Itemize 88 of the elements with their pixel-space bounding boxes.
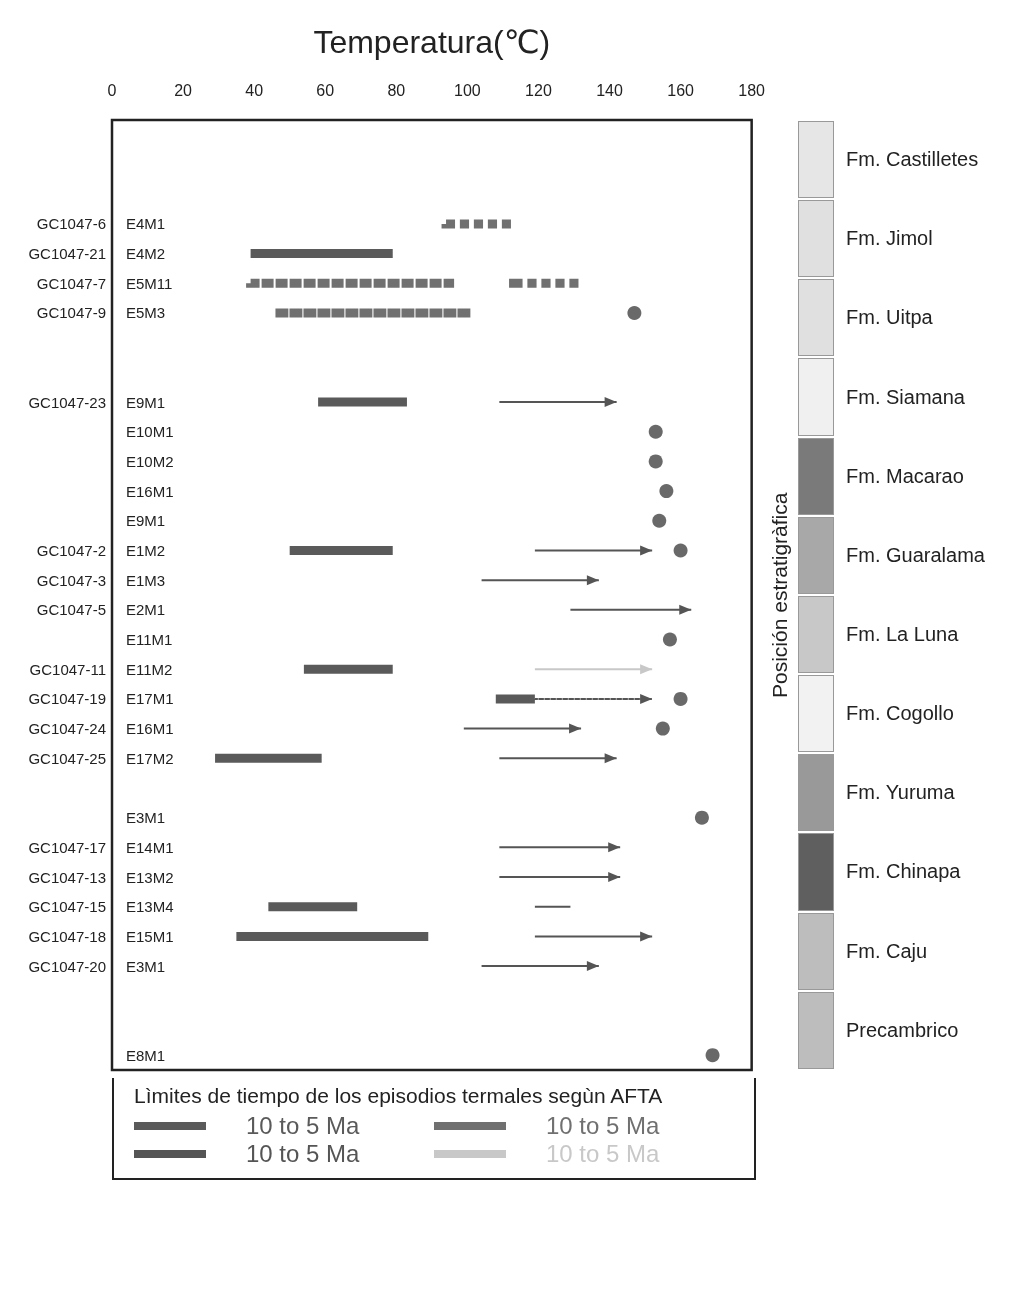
y-tick-label: E17M2 <box>126 749 174 767</box>
y-tick-label: E13M4 <box>126 898 174 916</box>
category-label: Fm. Cogollo <box>846 702 954 726</box>
category-label: Fm. Yuruma <box>846 781 955 805</box>
y-tick-label: E16M1 <box>126 482 174 500</box>
point <box>648 454 663 469</box>
y-tick-label: E1M3 <box>126 571 166 589</box>
y2-tick-label: GC1047-6 <box>36 215 106 233</box>
category-label: Fm. Macarao <box>846 464 964 488</box>
x-tick-label: 160 <box>667 81 695 99</box>
y-tick-label: E3M1 <box>126 957 166 975</box>
y-tick-label: E4M2 <box>126 245 166 263</box>
legend-label: 10 to 5 Ma <box>246 1140 360 1168</box>
category-label: Fm. Castilletes <box>846 148 979 172</box>
y2-tick-label: GC1047-23 <box>28 393 106 411</box>
y2-tick-label: GC1047-7 <box>36 274 106 292</box>
x-axis-title: Temperatura(℃) <box>313 24 551 60</box>
y-tick-label: E1M2 <box>126 541 166 559</box>
category-label: Fm. Siamana <box>846 385 965 409</box>
x-tick-label: 80 <box>387 81 406 99</box>
legend-label: 10 to 5 Ma <box>546 1112 660 1140</box>
point <box>652 513 667 528</box>
y-tick-label: E3M1 <box>126 809 166 827</box>
legend-label: 10 to 5 Ma <box>246 1112 360 1140</box>
y-tick-label: E10M2 <box>126 452 174 470</box>
y-tick-label: E8M1 <box>126 1046 166 1064</box>
x-tick-label: 20 <box>174 81 193 99</box>
y2-tick-label: GC1047-5 <box>36 601 106 619</box>
y-tick-label: E15M1 <box>126 927 174 945</box>
y-tick-label: E17M1 <box>126 690 174 708</box>
y2-tick-label: GC1047-24 <box>28 720 106 738</box>
point <box>673 543 688 558</box>
y2-tick-label: GC1047-18 <box>28 927 106 945</box>
y2-tick-label: GC1047-15 <box>28 898 106 916</box>
y2-tick-label: GC1047-9 <box>36 304 106 322</box>
x-tick-label: 140 <box>596 81 623 99</box>
legend-title: Lìmites de tiempo de los episodios termales segùn AFTA <box>134 1084 664 1108</box>
point <box>673 691 688 706</box>
y-tick-label: E5M3 <box>126 304 166 322</box>
y-tick-label: E11M1 <box>126 631 173 649</box>
y-tick-label: E5M11 <box>126 274 173 292</box>
bar <box>236 931 429 941</box>
text: Posición estratigràfica <box>768 491 792 700</box>
bar <box>318 397 407 407</box>
bar <box>289 545 393 555</box>
point <box>627 305 642 320</box>
point <box>705 1048 720 1063</box>
category-label: Fm. Jimol <box>846 227 933 251</box>
bar <box>268 902 358 912</box>
y-tick-label: E2M1 <box>126 601 166 619</box>
category-label: Fm. Uitpa <box>846 306 933 330</box>
y2-tick-label: GC1047-11 <box>29 660 106 678</box>
y2-tick-label: GC1047-19 <box>28 690 106 708</box>
point <box>662 632 677 647</box>
y2-tick-label: GC1047-3 <box>36 571 106 589</box>
point <box>659 484 674 499</box>
category-label: Precambrico <box>846 1018 959 1042</box>
category-label: Fm. Guaralama <box>846 543 985 567</box>
bar <box>303 664 393 674</box>
y2-tick-label: GC1047-2 <box>36 541 106 559</box>
y-tick-label: E9M1 <box>126 512 166 530</box>
x-tick-label: 100 <box>454 81 481 99</box>
bar <box>250 249 393 259</box>
y2-tick-label: GC1047-21 <box>28 245 106 263</box>
x-tick-label: 120 <box>525 81 552 99</box>
y-tick-label: E16M1 <box>126 720 174 738</box>
y-tick-label: E13M2 <box>126 868 174 886</box>
y2-tick-label: GC1047-13 <box>28 868 106 886</box>
x-tick-label: 60 <box>316 81 335 99</box>
y2-tick-label: GC1047-17 <box>28 838 106 856</box>
category-label: Fm. La Luna <box>846 623 959 647</box>
y-tick-label: E10M1 <box>126 423 174 441</box>
y-tick-label: E11M2 <box>126 660 173 678</box>
y-tick-label: E4M1 <box>126 215 166 233</box>
y-tick-label: E14M1 <box>126 838 174 856</box>
point <box>655 721 670 736</box>
y2-tick-label: GC1047-20 <box>28 957 106 975</box>
y2-tick-label: GC1047-25 <box>28 749 106 767</box>
category-label: Fm. Chinapa <box>846 860 961 884</box>
x-tick-label: 40 <box>245 81 264 99</box>
category-label: Fm. Caju <box>846 939 928 963</box>
x-tick-label: 180 <box>738 81 766 99</box>
x-tick-label: 0 <box>107 81 117 99</box>
bar <box>534 905 571 908</box>
bar <box>215 753 322 763</box>
point <box>648 424 663 439</box>
point <box>694 810 709 825</box>
y-tick-label: E9M1 <box>126 393 166 411</box>
